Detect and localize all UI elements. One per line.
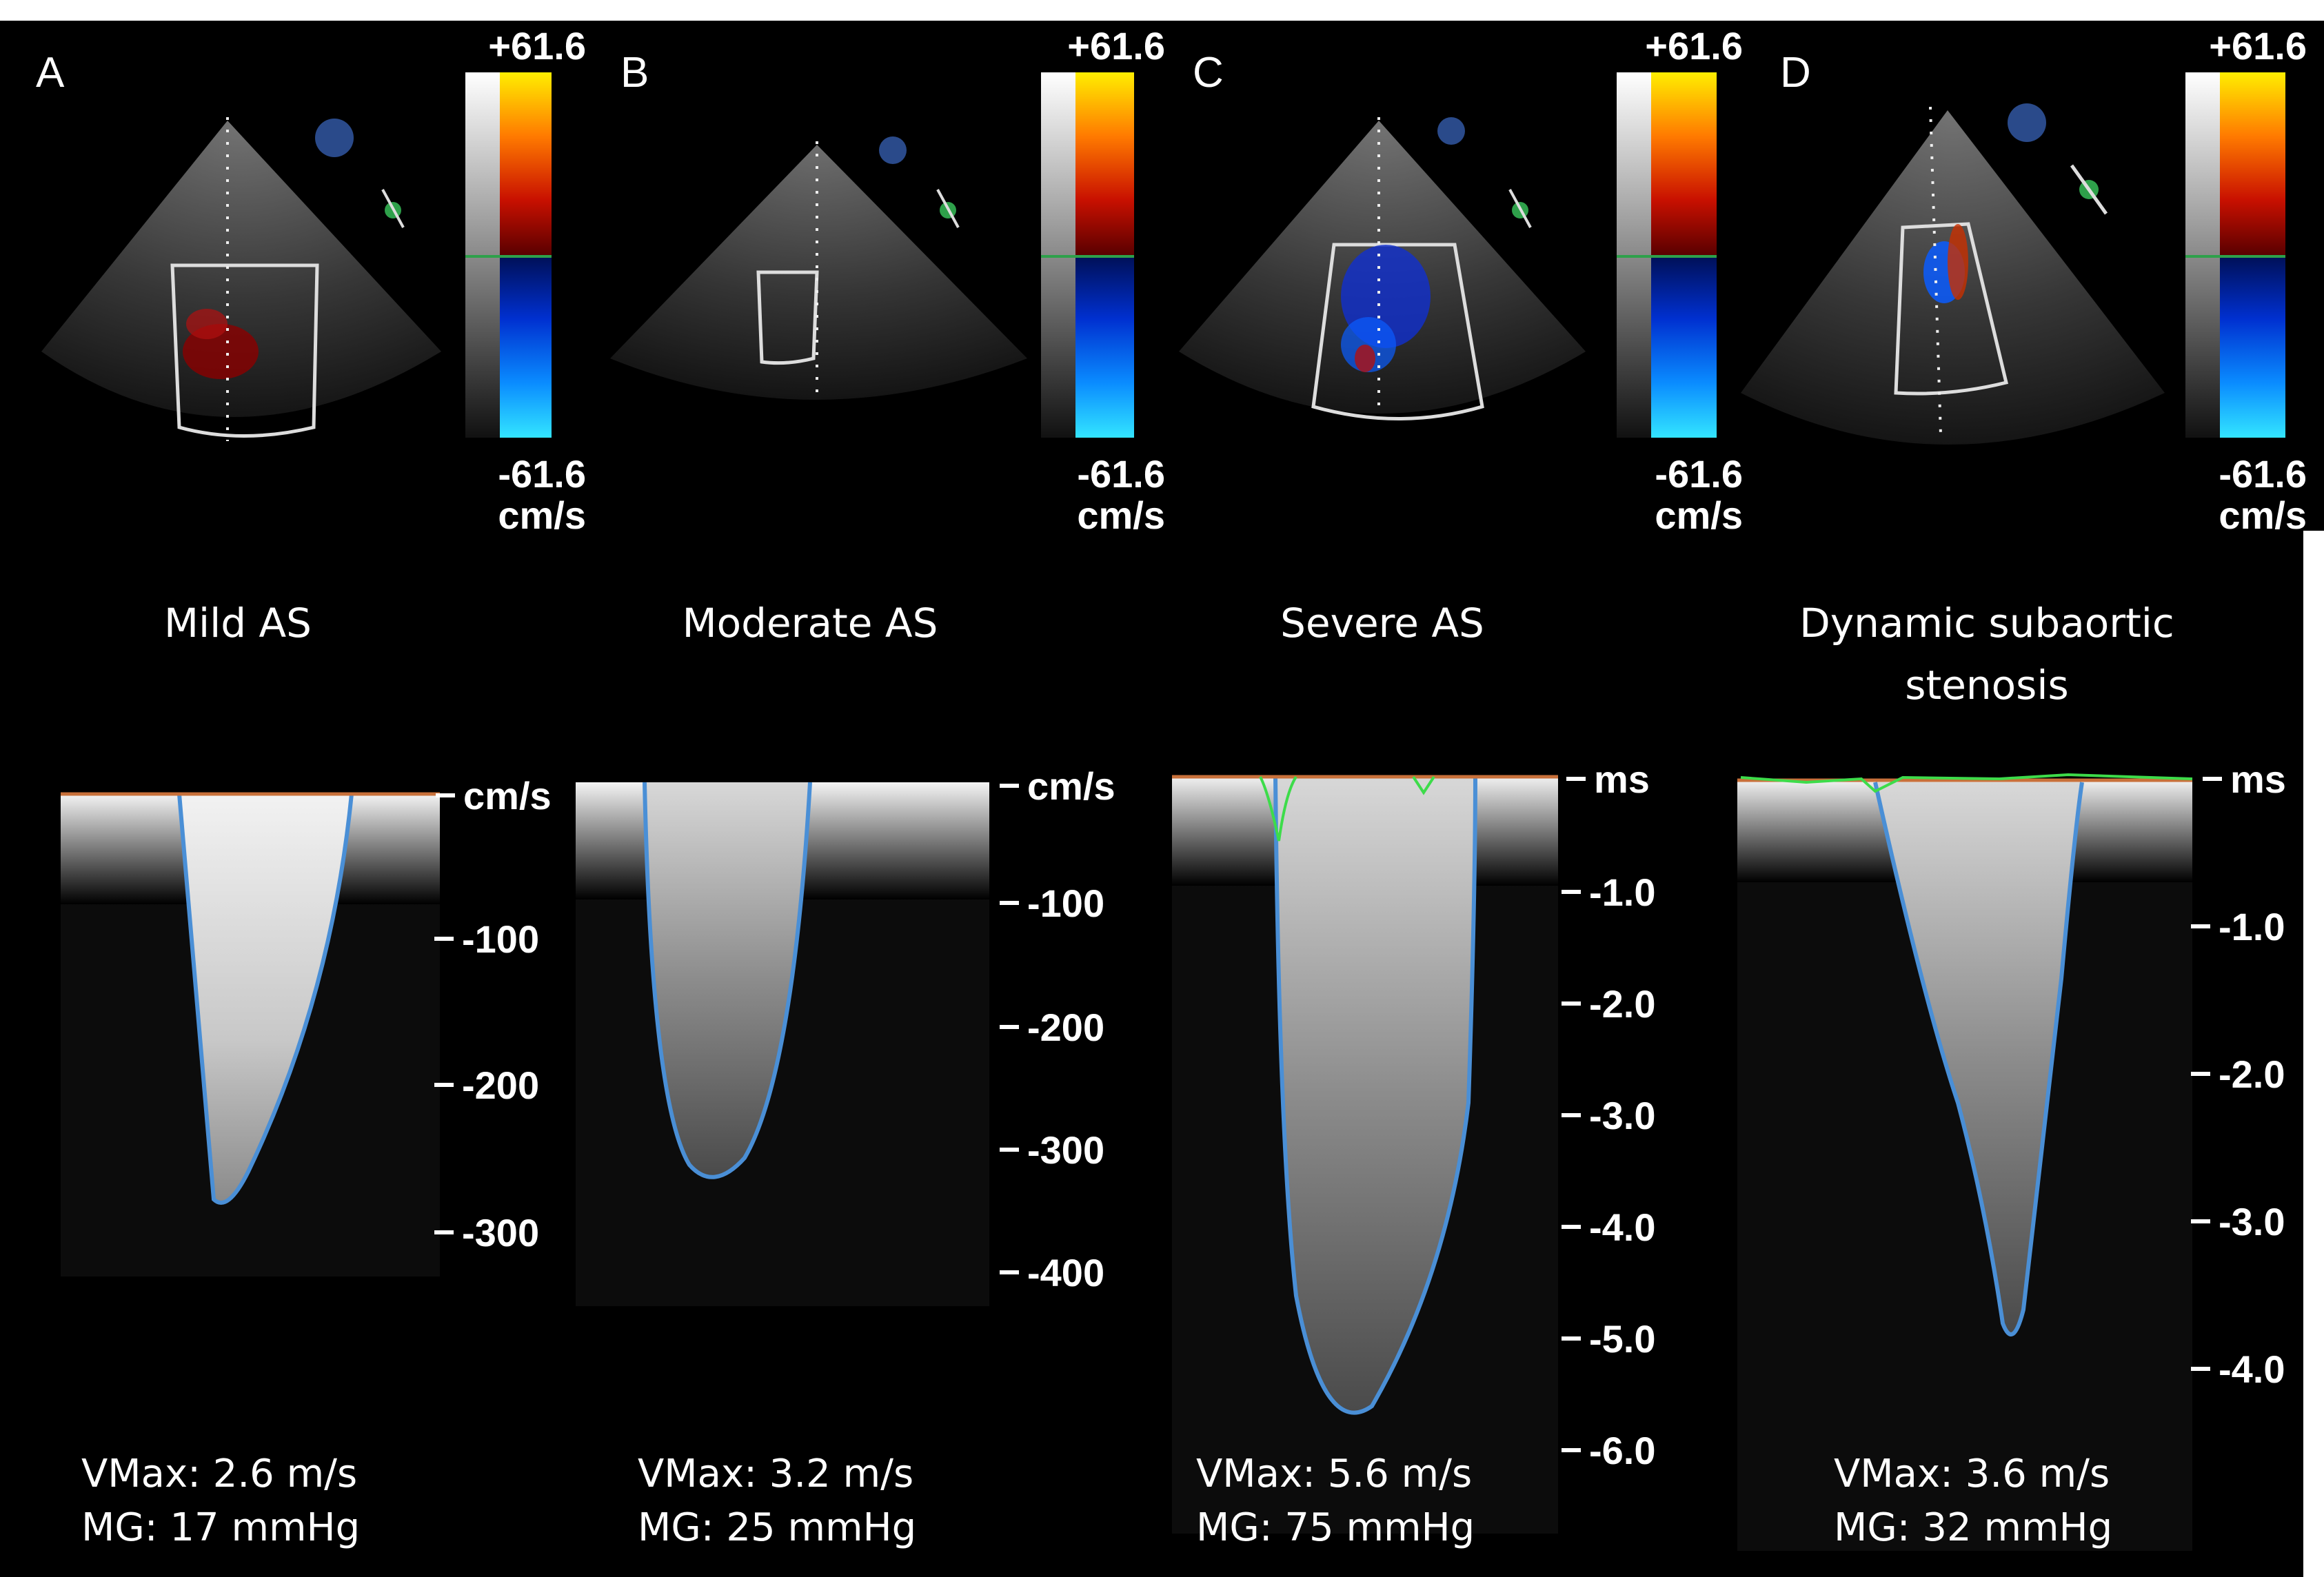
doppler-spectrum-a [61, 792, 440, 1276]
doppler-unit-a: cm/s [463, 774, 552, 817]
doppler-tick-a-1: -100 [462, 917, 540, 961]
doppler-tick-a-2: -200 [462, 1064, 540, 1107]
doppler-tick-a-3: -300 [462, 1211, 540, 1254]
panel-letter-c: C [1193, 49, 1224, 96]
border-top [0, 0, 2324, 21]
doppler-tick-c-3: -3.0 [1589, 1094, 1656, 1137]
panel-letter-b: B [620, 49, 649, 96]
doppler-tick-b-2: -200 [1027, 1006, 1105, 1049]
colorbar-d [2185, 72, 2285, 438]
vmax-c: VMax: 5.6 m/s [1196, 1452, 1473, 1496]
doppler-tick-b-4: -400 [1027, 1251, 1105, 1294]
colorbar-d-max: +61.6 [2209, 24, 2307, 68]
colorbar-d-unit: cm/s [2219, 494, 2307, 537]
colorbar-d-min: -61.6 [2219, 452, 2307, 496]
panel-letter-a: A [36, 49, 65, 96]
panel-letter-d: D [1780, 49, 1811, 96]
doppler-spectrum-b [576, 782, 989, 1306]
doppler-unit-c: ms [1594, 757, 1650, 801]
doppler-tick-c-4: -4.0 [1589, 1205, 1656, 1249]
condition-label-a: Mild AS [163, 600, 312, 647]
vmax-b: VMax: 3.2 m/s [638, 1452, 914, 1496]
colorbar-a [465, 72, 552, 438]
doppler-tick-c-2: -2.0 [1589, 982, 1656, 1026]
doppler-tick-c-1: -1.0 [1589, 871, 1656, 914]
colorbar-a-min: -61.6 [498, 452, 586, 496]
doppler-spectrum-d [1737, 773, 2193, 1551]
doppler-tick-d-2: -2.0 [2219, 1052, 2285, 1096]
mg-d: MG: 32 mmHg [1834, 1505, 2113, 1550]
echo-image-a [41, 117, 441, 441]
condition-label-d: Dynamic subaortic [1799, 600, 2174, 647]
vmax-d: VMax: 3.6 m/s [1834, 1452, 2110, 1496]
condition-label-b: Moderate AS [682, 600, 938, 647]
doppler-axis-ticks [434, 777, 2222, 1452]
condition-label-d-line2: stenosis [1905, 662, 2069, 709]
mg-c: MG: 75 mmHg [1196, 1505, 1475, 1550]
doppler-tick-d-3: -3.0 [2219, 1200, 2285, 1243]
colorbar-c-unit: cm/s [1655, 494, 1743, 537]
colorbar-c-min: -61.6 [1655, 452, 1743, 496]
condition-label-c: Severe AS [1280, 600, 1484, 647]
doppler-tick-c-5: -5.0 [1589, 1317, 1656, 1361]
colorbar-a-unit: cm/s [498, 494, 586, 537]
colorbar-b-min: -61.6 [1077, 452, 1165, 496]
doppler-unit-d: ms [2230, 757, 2286, 801]
colorbar-c [1617, 72, 1717, 438]
echo-image-d [1741, 103, 2165, 445]
colorbar-a-max: +61.6 [488, 24, 586, 68]
doppler-spectrum-c [1172, 775, 1558, 1534]
doppler-tick-b-1: -100 [1027, 882, 1105, 925]
doppler-tick-b-3: -300 [1027, 1128, 1105, 1172]
doppler-tick-c-6: -6.0 [1589, 1429, 1656, 1472]
doppler-tick-d-1: -1.0 [2219, 905, 2285, 948]
echo-image-b [610, 136, 1027, 400]
mg-a: MG: 17 mmHg [81, 1505, 361, 1550]
doppler-unit-b: cm/s [1027, 764, 1115, 808]
mg-b: MG: 25 mmHg [638, 1505, 917, 1550]
border-right [2303, 531, 2324, 1577]
colorbar-b-unit: cm/s [1077, 494, 1165, 537]
echo-image-c [1179, 117, 1586, 420]
colorbar-b [1041, 72, 1134, 438]
vmax-a: VMax: 2.6 m/s [81, 1452, 358, 1496]
colorbar-b-max: +61.6 [1067, 24, 1165, 68]
colorbar-c-max: +61.6 [1645, 24, 1743, 68]
doppler-tick-d-4: -4.0 [2219, 1347, 2285, 1391]
